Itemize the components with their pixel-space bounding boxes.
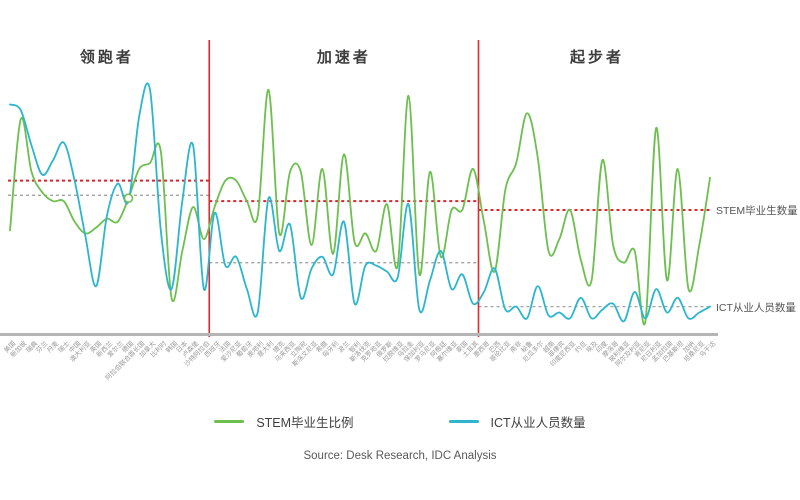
source-text: Source: Desk Research, IDC Analysis [303, 450, 497, 462]
legend-item-ict: ICT从业人员数量 [448, 412, 586, 431]
legend-label-stem: STEM毕业生比例 [256, 416, 354, 430]
ict-reference-label: ICT从业人员数量 [716, 301, 796, 314]
section-title-leaders: 领跑者 [79, 49, 134, 66]
section-title-starters: 起步者 [569, 49, 624, 66]
section-dividers [208, 40, 480, 337]
legend-item-stem: STEM毕业生比例 [214, 412, 354, 431]
section-title-accelerators: 加速者 [316, 49, 371, 66]
series-lines [9, 82, 711, 326]
chart-legend: STEM毕业生比例 ICT从业人员数量 [0, 412, 800, 431]
highlight-marker [123, 193, 134, 204]
stem-line-swatch-icon [214, 420, 245, 423]
ict-line-swatch-icon [448, 420, 479, 423]
legend-label-ict: ICT从业人员数量 [490, 416, 586, 430]
stem-reference-label: STEM毕业生数量 [716, 204, 798, 217]
